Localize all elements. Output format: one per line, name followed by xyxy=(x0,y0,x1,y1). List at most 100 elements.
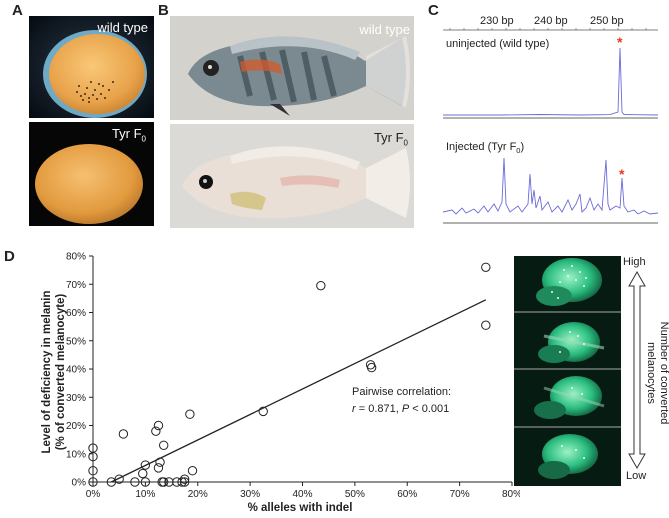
p-symbol: P xyxy=(401,403,410,415)
y-tick-label: 60% xyxy=(66,308,86,319)
uninjected-label: uninjected (wild type) xyxy=(446,38,550,50)
scatter-ticks: 0% 10% 20% 30% 40% 50% 60% 70% 80% 0% 10% 20% 30% 40%… xyxy=(66,252,520,501)
panel-d-letter: D xyxy=(4,248,15,265)
x-tick-label: 30% xyxy=(240,489,260,500)
scatter-point xyxy=(88,477,98,487)
scatter-plot: 0% 10% 20% 30% 40% 50% 60% 70% 80% 0% 10% 20% 30% 40%… xyxy=(66,252,520,501)
scatter-point xyxy=(153,420,164,431)
y-tick-label: 0% xyxy=(72,478,87,489)
panel-b-letter: B xyxy=(158,2,169,19)
x-tick-label: 70% xyxy=(450,489,470,500)
uninjected-star: * xyxy=(617,34,623,50)
scatter-point xyxy=(130,477,140,487)
side-title: Number of converted melanocytes xyxy=(645,321,669,425)
y-tick-label: 20% xyxy=(66,421,86,432)
scatter-point xyxy=(88,451,98,462)
scatter-point xyxy=(140,477,151,487)
scatter-point xyxy=(118,429,129,439)
panel-b-bottom-label-sub: 0 xyxy=(403,138,408,148)
scatter-point xyxy=(179,474,190,484)
bp-label-230: 230 bp xyxy=(480,15,514,27)
scatter-point xyxy=(88,466,98,476)
panel-a-wildtype-egg-photo: wild type xyxy=(29,16,154,118)
wildtype-egg-image xyxy=(29,16,154,118)
panel-a-tyr-egg-photo: Tyr F0 xyxy=(29,122,154,226)
side-low-label: Low xyxy=(626,470,647,482)
tyr-fish-image xyxy=(170,124,414,228)
y-axis-title-line1: Level of deficiency in melanin xyxy=(41,290,53,454)
uninjected-trace xyxy=(443,47,659,116)
fluorescence-photo-strip xyxy=(514,256,621,486)
side-high-label: High xyxy=(623,256,646,268)
fluorescence-images xyxy=(514,256,621,486)
y-tick-label: 70% xyxy=(66,280,86,291)
x-tick-label: 10% xyxy=(135,489,155,500)
y-axis-title-line2: (% of converted melanocyte) xyxy=(55,293,67,451)
r-symbol: r xyxy=(352,403,356,415)
panel-b-wildtype-fish-photo: wild type xyxy=(170,16,414,120)
bp-ruler-ticks xyxy=(449,28,647,30)
scatter-point xyxy=(316,280,326,291)
x-tick-label: 0% xyxy=(86,489,101,500)
bp-label-240: 240 bp xyxy=(534,15,568,27)
scatter-point xyxy=(140,460,151,470)
y-tick-label: 50% xyxy=(66,336,86,347)
injected-star: * xyxy=(619,166,625,182)
x-tick-label: 50% xyxy=(345,489,365,500)
panel-b-bottom-label-main: Tyr F xyxy=(373,130,404,145)
x-axis-title: % alleles with indel xyxy=(247,502,353,514)
scatter-axes xyxy=(92,256,512,483)
injected-label-main: Injected (Tyr F xyxy=(446,141,517,153)
y-tick-label: 30% xyxy=(66,393,86,404)
y-axis-title: Level of deficiency in melanin (% of con… xyxy=(40,272,68,472)
bp-label-250: 250 bp xyxy=(590,15,624,27)
panel-a-bottom-label-sub: 0 xyxy=(141,134,146,144)
y-tick-label: 80% xyxy=(66,252,86,263)
correlation-values: r = 0.871, P < 0.001 xyxy=(352,401,451,418)
panel-c-letter: C xyxy=(428,2,439,19)
injected-label-sub: 0 xyxy=(516,146,521,156)
scatter-point xyxy=(159,477,169,487)
scatter-point xyxy=(481,262,491,272)
panel-a-bottom-label: Tyr F0 xyxy=(112,126,146,144)
wildtype-fish-image xyxy=(170,16,414,120)
scatter-point xyxy=(366,362,377,373)
x-tick-label: 20% xyxy=(188,489,208,500)
p-value: < 0.001 xyxy=(409,403,450,415)
scatter-point xyxy=(114,474,124,484)
scatter-point xyxy=(185,409,195,419)
r-value: = 0.871, xyxy=(355,403,402,415)
x-tick-label: 40% xyxy=(292,489,312,500)
scatter-points xyxy=(88,262,491,487)
y-tick-label: 40% xyxy=(66,365,86,376)
correlation-title: Pairwise correlation: xyxy=(352,386,452,398)
panel-b-top-label: wild type xyxy=(359,22,410,37)
correlation-annotation: Pairwise correlation: r = 0.871, P < 0.0… xyxy=(352,384,451,418)
x-tick-label: 80% xyxy=(502,489,520,500)
scatter-point xyxy=(258,406,268,417)
injected-label-end: ) xyxy=(520,141,525,153)
scatter-point xyxy=(179,477,190,487)
scatter-point xyxy=(164,477,174,487)
scatter-point xyxy=(481,320,491,330)
scatter-trendline xyxy=(111,299,487,483)
panel-a-bottom-label-main: Tyr F xyxy=(111,126,142,141)
scatter-point xyxy=(153,463,164,473)
injected-label: Injected (Tyr F0) xyxy=(446,141,524,155)
double-arrow xyxy=(628,270,646,470)
injected-trace xyxy=(442,157,659,215)
panel-a-top-label: wild type xyxy=(97,20,148,35)
tyr-egg-image xyxy=(29,122,154,226)
scatter-point xyxy=(187,466,198,476)
scatter-point xyxy=(151,426,161,436)
panel-b-tyr-fish-photo: Tyr F0 xyxy=(170,124,414,228)
trendline xyxy=(111,299,487,483)
scatter-point xyxy=(159,440,169,450)
x-tick-label: 60% xyxy=(397,489,417,500)
y-tick-label: 10% xyxy=(66,449,86,460)
panel-c-traces xyxy=(442,28,659,224)
panel-a-letter: A xyxy=(12,2,23,19)
scatter-point xyxy=(138,468,148,479)
panel-b-bottom-label: Tyr F0 xyxy=(374,130,408,148)
scatter-point xyxy=(177,477,187,487)
